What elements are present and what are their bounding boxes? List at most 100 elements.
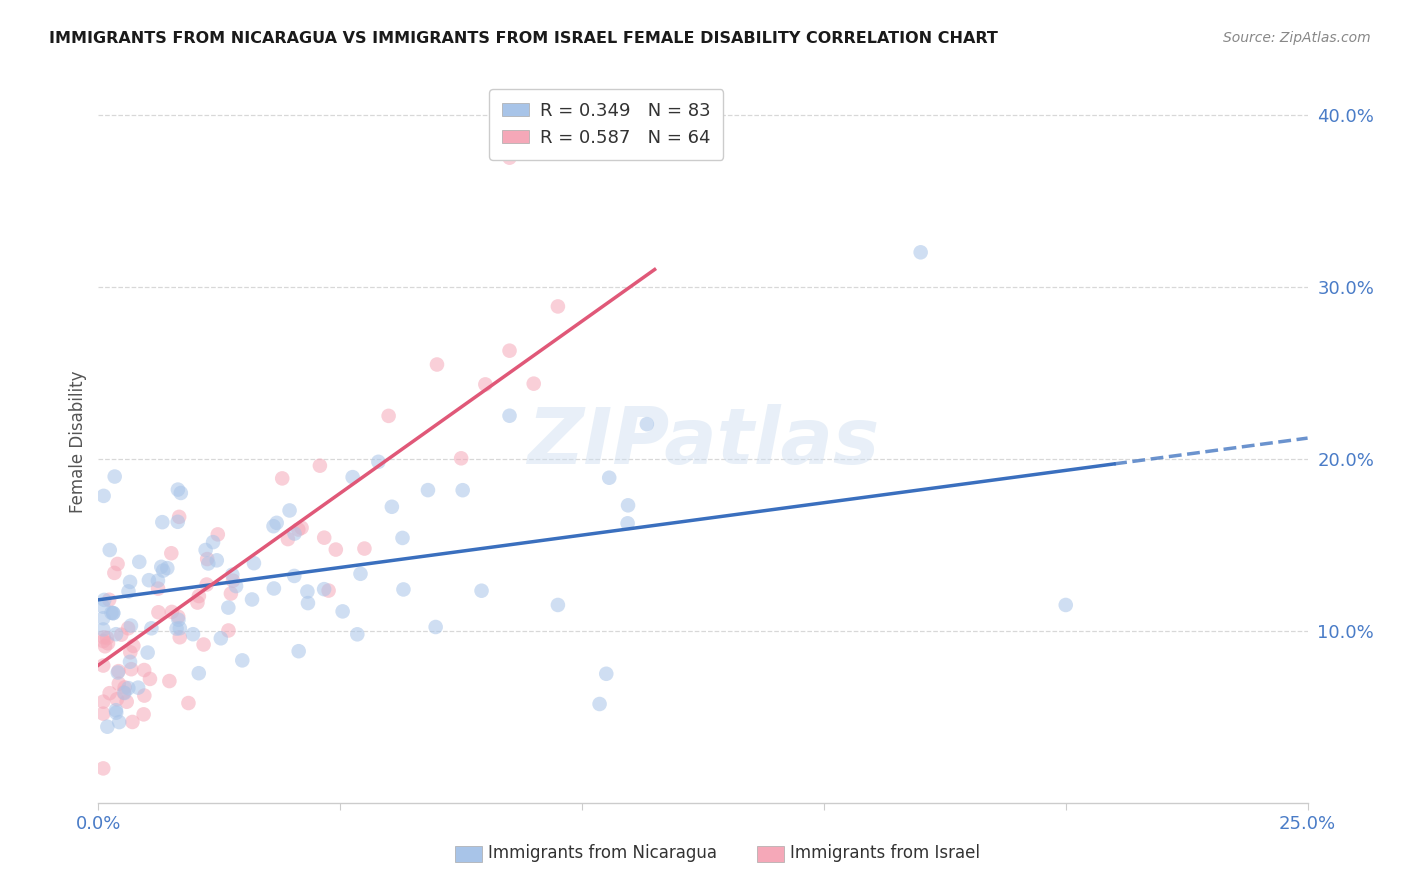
Point [98,592,121,607]
Point [391,531,413,545]
Point [91,706,114,721]
Point [93,630,115,644]
Point [595,666,617,681]
Point [195,552,218,566]
Point [277,532,299,546]
Point [107,557,129,571]
Point [105,692,128,706]
Point [219,586,242,600]
Y-axis label: Female Disability: Female Disability [69,370,87,513]
Point [169,630,191,644]
Point [105,706,128,720]
Point [160,605,183,619]
Point [114,686,136,700]
Point [100,606,122,620]
Point [636,417,658,431]
Point [114,681,136,695]
Point [425,620,447,634]
Point [346,627,368,641]
Point [290,521,312,535]
Point [118,655,141,669]
Point [209,632,232,646]
Point [107,665,129,680]
Point [117,584,139,599]
Point [91,623,114,637]
Point [181,627,204,641]
Point [194,543,217,558]
Point [225,579,247,593]
Point [271,471,294,485]
Point [146,574,169,588]
Point [325,542,347,557]
Point [195,577,218,591]
Point [617,498,640,512]
Point [547,598,569,612]
Bar [758,847,785,862]
Point [450,451,472,466]
Point [132,707,155,722]
Point [141,621,163,635]
Point [166,515,188,529]
Point [139,672,162,686]
Point [616,516,638,531]
Point [263,582,285,596]
Point [221,567,243,582]
Point [353,541,375,556]
Point [91,658,114,673]
Point [96,720,118,734]
Point [186,596,208,610]
Point [120,618,142,632]
Point [342,470,364,484]
Point [134,663,156,677]
Point [122,639,145,653]
Point [283,569,305,583]
Point [217,624,239,638]
Point [104,703,127,717]
Point [207,527,229,541]
Point [297,584,319,599]
Point [115,695,138,709]
Point [297,596,319,610]
Point [148,605,170,619]
Point [105,627,128,641]
Point [222,574,245,588]
Point [167,483,190,497]
Point [91,611,114,625]
Point [498,343,520,358]
Point [169,621,191,635]
Point [263,519,285,533]
Point [134,689,156,703]
Point [127,681,149,695]
Text: Source: ZipAtlas.com: Source: ZipAtlas.com [1223,31,1371,45]
Point [910,245,932,260]
Point [287,644,309,658]
Point [202,535,225,549]
Point [314,531,336,545]
Point [367,455,389,469]
Point [243,556,266,570]
Point [167,609,190,624]
Point [98,686,121,700]
Point [205,553,228,567]
Point [117,681,139,695]
Point [150,559,173,574]
Point [146,582,169,596]
Point [240,592,263,607]
Point [167,509,190,524]
Point [91,761,114,775]
Point [91,634,114,648]
Point [152,564,174,578]
Point [193,638,215,652]
Point [470,583,492,598]
Point [498,409,520,423]
Point [128,555,150,569]
Point [160,546,183,560]
Point [283,526,305,541]
Point [349,566,371,581]
Point [94,640,117,654]
Point [118,574,141,589]
Point [121,714,143,729]
Point [107,676,129,690]
Point [377,409,399,423]
Point [156,561,179,575]
